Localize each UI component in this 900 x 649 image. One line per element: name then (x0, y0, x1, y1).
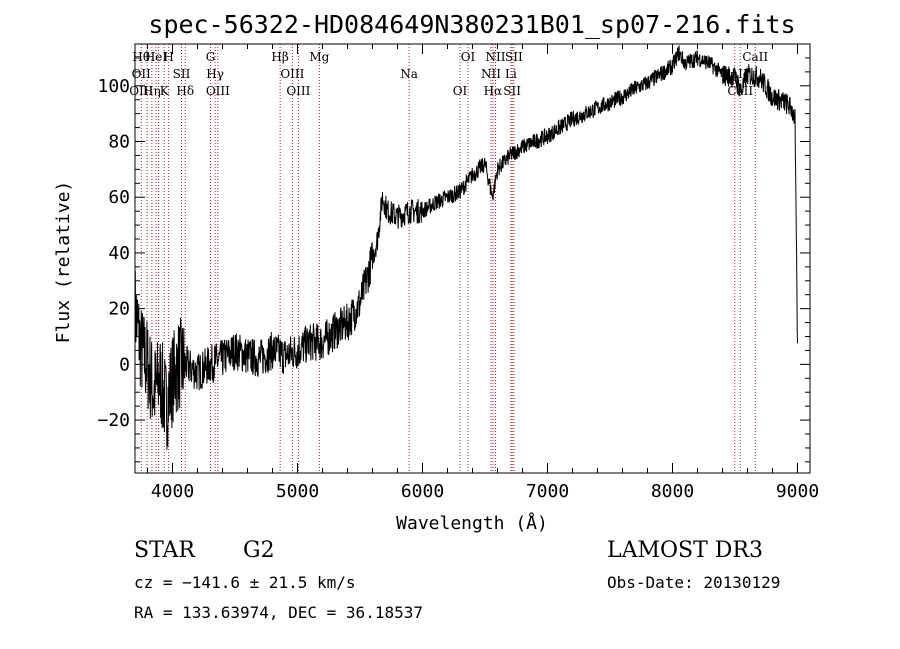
line-label: OIII (280, 67, 304, 81)
line-label: OI (461, 50, 476, 64)
emission-line-markers (140, 44, 756, 473)
line-label: NII (481, 67, 501, 81)
redshift-velocity: cz = −141.6 ± 21.5 km/s (134, 573, 356, 592)
y-tick-label: 80 (108, 132, 130, 153)
survey-name: LAMOST DR3 (607, 538, 763, 563)
plot-frame (134, 43, 811, 474)
line-label: OIII (286, 84, 310, 98)
x-tick-label: 8000 (651, 481, 694, 502)
x-axis-label: Wavelength (Å) (396, 512, 548, 534)
line-label: SII (503, 84, 521, 98)
line-label: Hβ (271, 50, 288, 64)
y-tick-label: 60 (108, 187, 130, 208)
x-tick-label: 6000 (401, 481, 444, 502)
y-tick-label: 100 (97, 76, 130, 97)
line-label: Hθ (132, 50, 150, 64)
line-label: Li (505, 67, 517, 81)
line-label: CaII (742, 50, 768, 64)
y-tick-label: −20 (97, 410, 130, 431)
line-label: Na (400, 67, 418, 81)
x-tick-label: 7000 (526, 481, 569, 502)
line-label: OI (453, 84, 468, 98)
line-label: NII (486, 50, 506, 64)
line-label: SII (505, 50, 523, 64)
line-label: Hγ (206, 67, 224, 81)
x-tick-label: 5000 (276, 481, 319, 502)
y-tick-label: 0 (119, 354, 130, 375)
spectrum-line (134, 45, 798, 450)
line-label: OIII (206, 84, 230, 98)
x-tick-label: 4000 (151, 481, 194, 502)
y-tick-label: 40 (108, 243, 130, 264)
y-tick-label: 20 (108, 299, 130, 320)
observation-date: Obs-Date: 20130129 (607, 573, 781, 592)
line-label: SII (173, 67, 191, 81)
chart-title: spec-56322-HD084649N380231B01_sp07-216.f… (148, 10, 795, 39)
line-label: Hα (484, 84, 503, 98)
line-label: G (206, 50, 216, 64)
x-axis: 4000 5000 6000 7000 8000 9000 (147, 44, 819, 502)
line-label: OII (132, 67, 152, 81)
line-label: H (163, 50, 173, 64)
object-class: STAR (134, 538, 195, 563)
object-subclass: G2 (243, 538, 275, 563)
x-tick-label: 9000 (776, 481, 819, 502)
line-label: Hη (143, 84, 161, 98)
line-label: HeI (145, 50, 168, 64)
emission-line-labels: HθOIIOIIIHηHeIKHSIIHδGHγOIIIHβOIIIOIIIMg… (129, 50, 768, 98)
ra-dec: RA = 133.63974, DEC = 36.18537 (134, 603, 423, 622)
line-label: K (160, 84, 170, 98)
spectrum-layer (134, 45, 798, 450)
y-axis: −20 0 20 40 60 80 100 (97, 57, 810, 463)
y-axis-label: Flux (relative) (53, 181, 74, 344)
line-label: Mg (309, 50, 329, 64)
line-label: Hδ (176, 84, 194, 98)
